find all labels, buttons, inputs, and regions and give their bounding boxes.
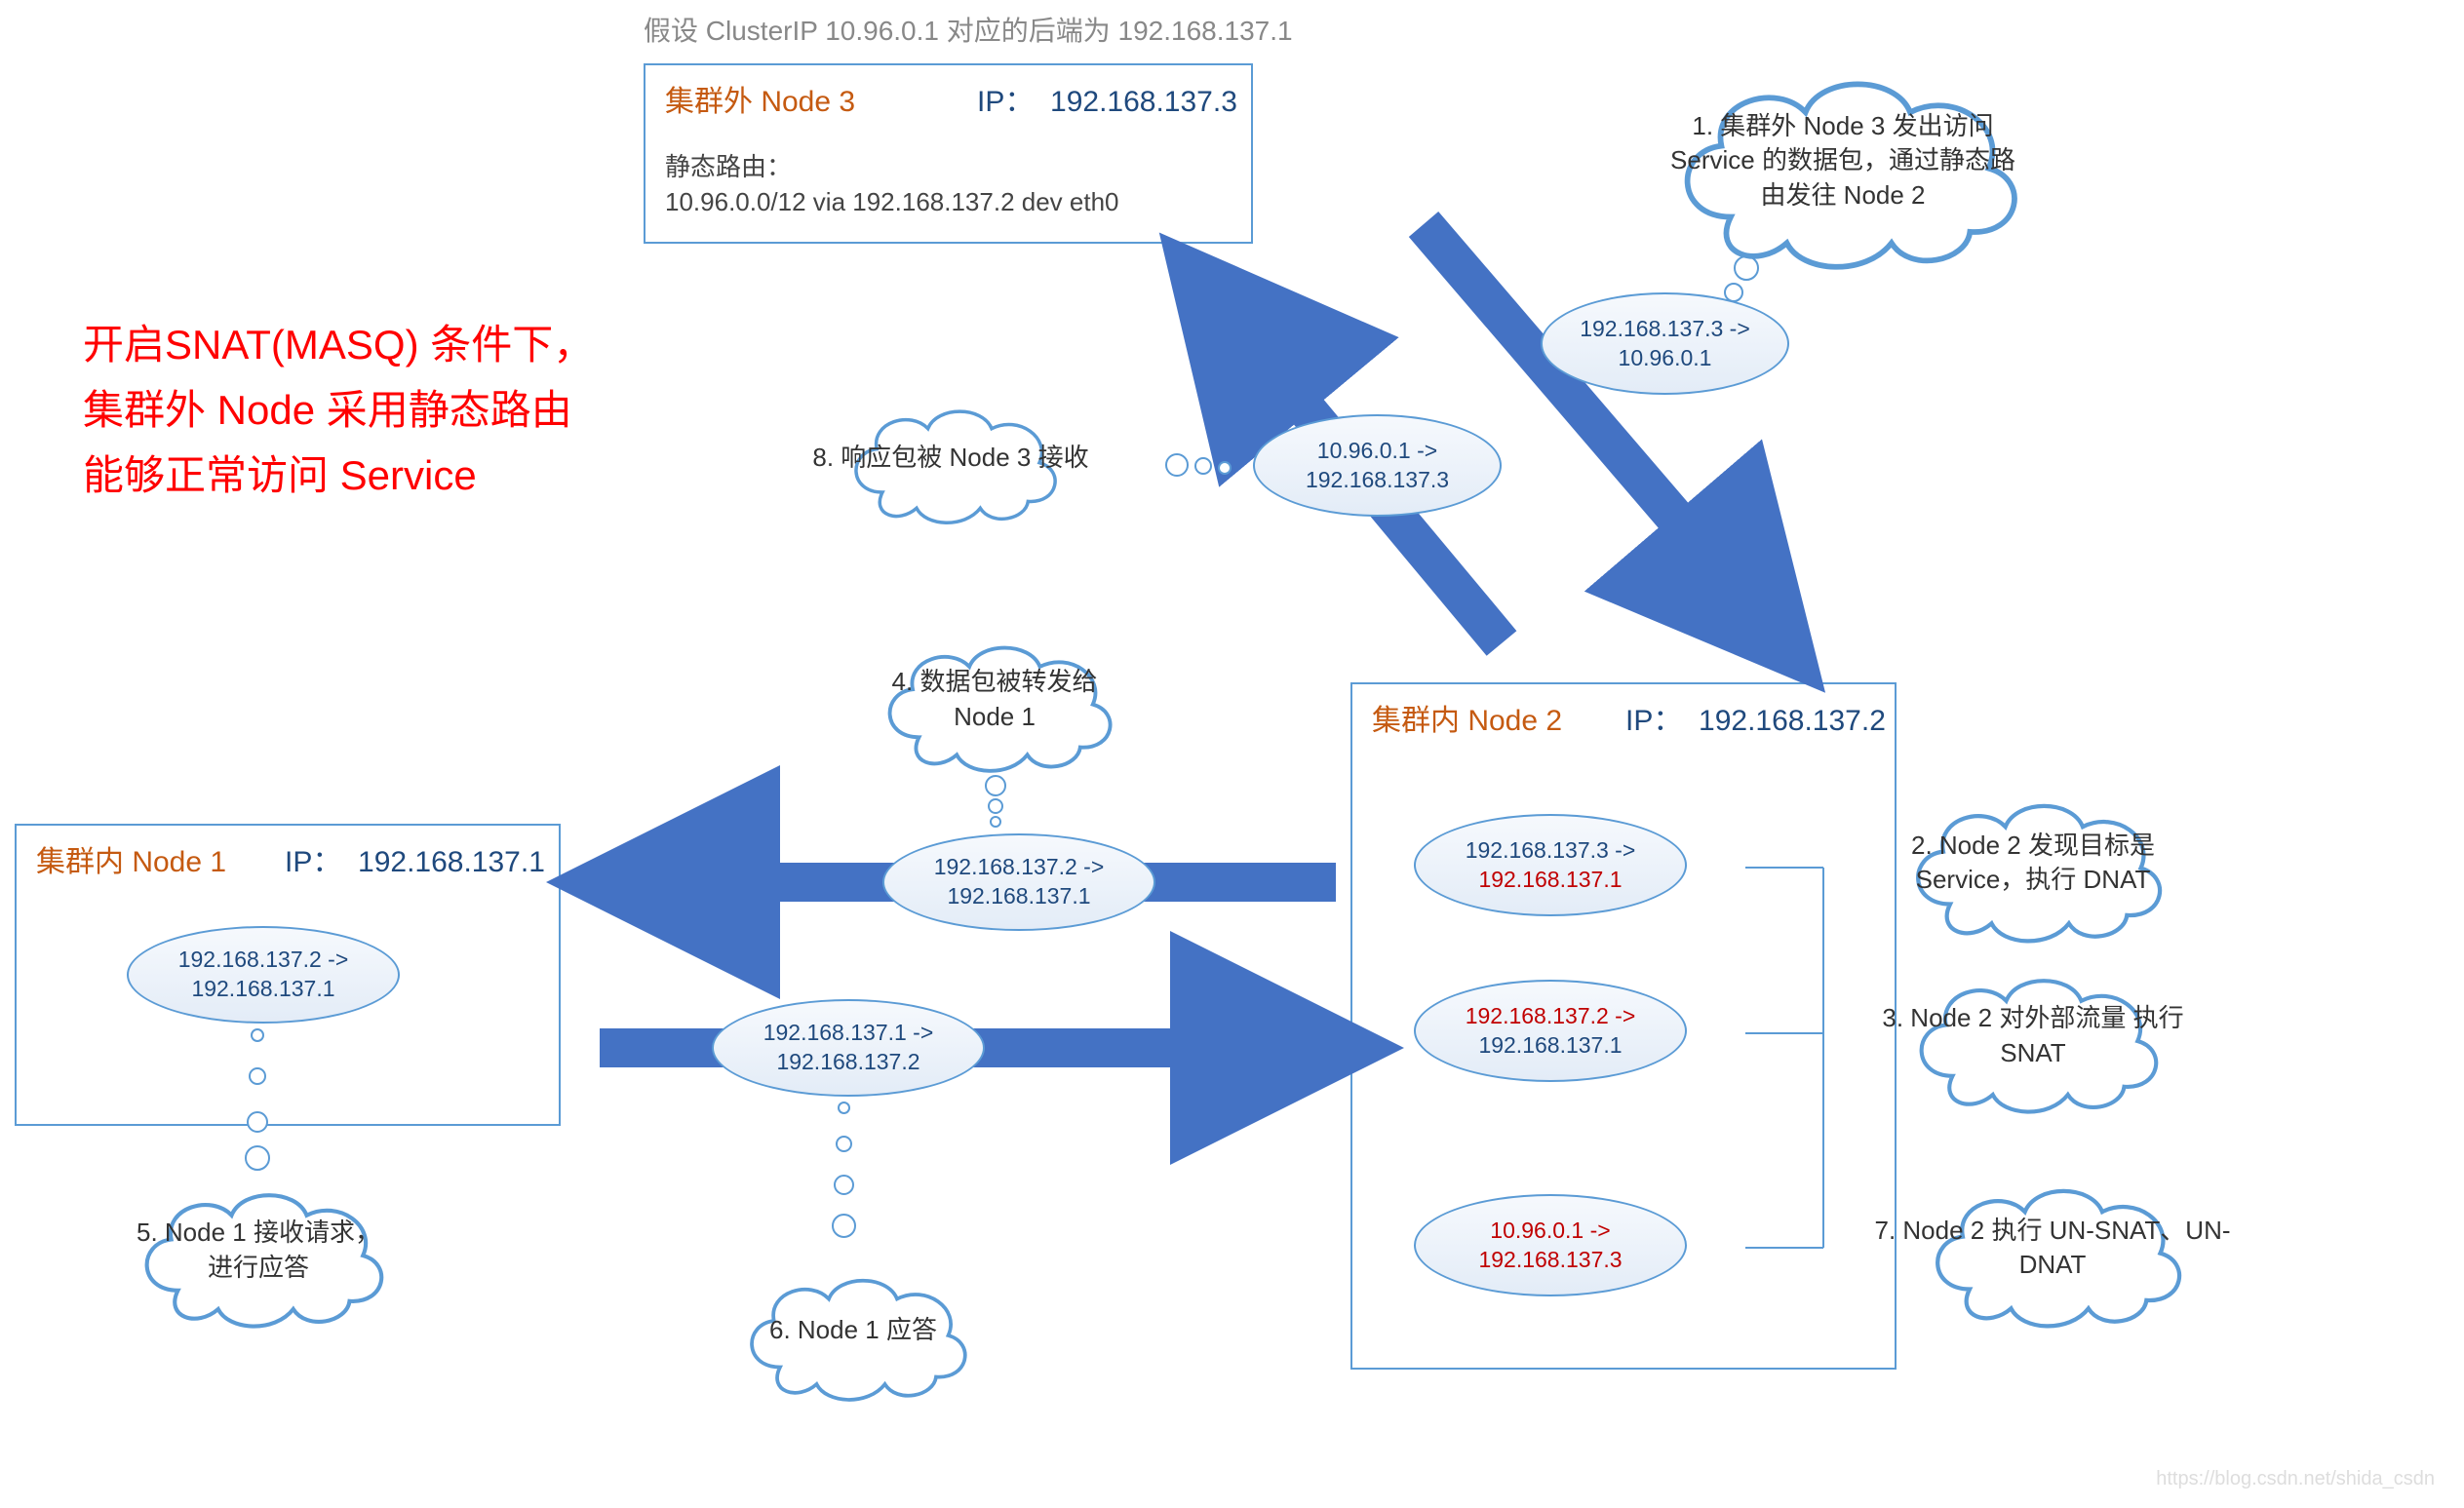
cloud-step2: 2. Node 2 发现目标是 Service，执行 DNAT xyxy=(1823,780,2243,946)
oval-node1-pkt: 192.168.137.2 -> 192.168.137.1 xyxy=(127,926,400,1024)
trail-4 xyxy=(975,775,1014,833)
cloud-step8: 8. 响应包被 Node 3 接收 xyxy=(741,390,1160,526)
cloud-step4: 4. 数据包被转发给 Node 1 xyxy=(848,624,1141,775)
diagram-canvas: 假设 ClusterIP 10.96.0.1 对应的后端为 192.168.13… xyxy=(0,0,2464,1508)
trail-8 xyxy=(1165,444,1253,483)
oval-snat: 192.168.137.2 -> 192.168.137.1 xyxy=(1414,980,1687,1082)
oval-unnat: 10.96.0.1 -> 192.168.137.3 xyxy=(1414,1194,1687,1296)
oval-response-back: 10.96.0.1 -> 192.168.137.3 xyxy=(1253,414,1502,517)
oval-dnat: 192.168.137.3 -> 192.168.137.1 xyxy=(1414,814,1687,916)
oval-forward: 192.168.137.2 -> 192.168.137.1 xyxy=(882,833,1155,931)
trail-5 xyxy=(239,1028,278,1170)
oval-request-out: 192.168.137.3 -> 10.96.0.1 xyxy=(1541,292,1789,395)
oval-reply: 192.168.137.1 -> 192.168.137.2 xyxy=(712,999,985,1097)
cloud-step1: 1. 集群外 Node 3 发出访问 Service 的数据包，通过静态路由发往… xyxy=(1628,49,2057,273)
trail-6 xyxy=(824,1102,863,1257)
cloud-step5: 5. Node 1 接收请求，进行应答 xyxy=(98,1170,419,1331)
cloud-step6: 6. Node 1 应答 xyxy=(702,1257,1004,1404)
cloud-step7: 7. Node 2 执行 UN-SNAT、UN-DNAT xyxy=(1823,1165,2282,1331)
cloud-step3: 3. Node 2 对外部流量 执行 SNAT xyxy=(1823,955,2243,1116)
